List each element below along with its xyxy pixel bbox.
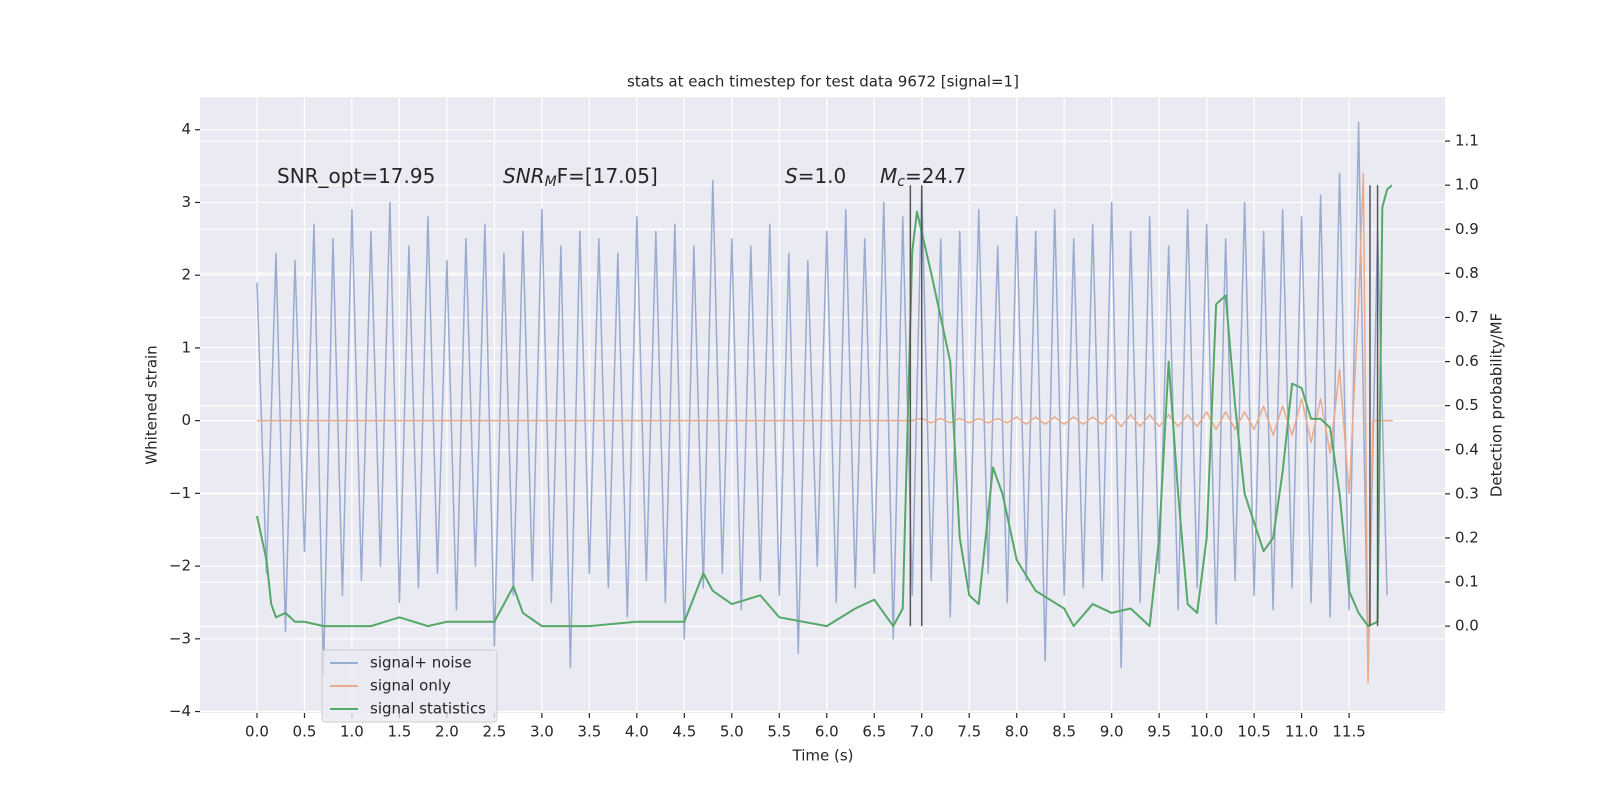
x-tick-label: 10.0 bbox=[1190, 723, 1223, 741]
annotation-part: F=[17.05] bbox=[557, 164, 658, 188]
series-line bbox=[256, 172, 1393, 684]
y-axis-label: Whitened strain bbox=[143, 345, 161, 464]
y2-axis-label: Detection probability/MF bbox=[1488, 313, 1506, 497]
y-tick-label: −2 bbox=[169, 557, 191, 575]
annotation-part: M bbox=[880, 164, 897, 188]
annotation-part: SNR_opt=17.95 bbox=[277, 164, 435, 188]
y2-tick-label: 0.3 bbox=[1455, 484, 1479, 502]
x-tick-label: 5.0 bbox=[720, 723, 744, 741]
y-tick-label: 2 bbox=[181, 266, 191, 284]
y2-tick-label: 0.4 bbox=[1455, 440, 1479, 458]
x-tick-label: 1.0 bbox=[340, 723, 364, 741]
annotation: Mc=24.7 bbox=[880, 164, 966, 191]
annotation: SNR_opt=17.95 bbox=[277, 164, 435, 188]
annotation-part: c bbox=[897, 174, 905, 190]
annotation: S=1.0 bbox=[785, 164, 846, 188]
legend-label: signal only bbox=[370, 677, 451, 695]
annotation-part: M bbox=[545, 174, 557, 190]
y-tick-label: 1 bbox=[181, 338, 191, 356]
x-tick-label: 2.5 bbox=[482, 723, 506, 741]
x-tick-label: 6.5 bbox=[862, 723, 886, 741]
y-tick-label: 3 bbox=[181, 193, 191, 211]
x-tick-label: 1.5 bbox=[387, 723, 411, 741]
y-tick-label: −3 bbox=[169, 629, 191, 647]
x-tick-label: 8.0 bbox=[1005, 723, 1029, 741]
x-tick-label: 0.5 bbox=[293, 723, 317, 741]
x-tick-label: 10.5 bbox=[1237, 723, 1270, 741]
x-tick-label: 7.5 bbox=[957, 723, 981, 741]
annotation-part: =24.7 bbox=[905, 164, 966, 188]
y2-tick-label: 0.8 bbox=[1455, 264, 1479, 282]
y2-tick-label: 0.5 bbox=[1455, 396, 1479, 414]
x-tick-label: 4.0 bbox=[625, 723, 649, 741]
legend-label: signal+ noise bbox=[370, 654, 472, 672]
annotation-part: SNR bbox=[503, 164, 545, 188]
x-tick-label: 6.0 bbox=[815, 723, 839, 741]
annotation: SNRMF=[17.05] bbox=[503, 164, 658, 191]
x-tick-label: 11.0 bbox=[1285, 723, 1318, 741]
y2-tick-label: 0.1 bbox=[1455, 573, 1479, 591]
x-tick-label: 9.5 bbox=[1147, 723, 1171, 741]
legend: signal+ noise signal only signal statistic… bbox=[321, 649, 498, 723]
grid bbox=[200, 97, 1445, 713]
marks bbox=[256, 121, 1393, 684]
y2-tick-label: 1.1 bbox=[1455, 132, 1479, 150]
x-tick-label: 3.0 bbox=[530, 723, 554, 741]
x-tick-label: 9.0 bbox=[1100, 723, 1124, 741]
x-tick-label: 0.0 bbox=[245, 723, 269, 741]
series-line bbox=[256, 184, 1393, 628]
y2-tick-label: 0.6 bbox=[1455, 352, 1479, 370]
x-tick-label: 3.5 bbox=[577, 723, 601, 741]
y2-tick-label: 0.0 bbox=[1455, 617, 1479, 635]
x-axis-label: Time (s) bbox=[792, 747, 854, 765]
legend-label: signal statistics bbox=[370, 700, 486, 718]
x-tick-label: 11.5 bbox=[1332, 723, 1365, 741]
annotation-part: S bbox=[785, 164, 798, 188]
chart-title: stats at each timestep for test data 967… bbox=[627, 73, 1019, 91]
y2-tick-label: 0.2 bbox=[1455, 528, 1479, 546]
x-tick-label: 2.0 bbox=[435, 723, 459, 741]
annotation-part: =1.0 bbox=[798, 164, 847, 188]
y-tick-label: −4 bbox=[169, 702, 191, 720]
legend-box bbox=[321, 649, 498, 723]
x-tick-label: 7.0 bbox=[910, 723, 934, 741]
x-tick-label: 4.5 bbox=[672, 723, 696, 741]
y2-tick-label: 0.9 bbox=[1455, 220, 1479, 238]
y-tick-label: 4 bbox=[181, 120, 191, 138]
y-tick-label: 0 bbox=[181, 411, 191, 429]
x-tick-label: 8.5 bbox=[1052, 723, 1076, 741]
y2-tick-label: 0.7 bbox=[1455, 308, 1479, 326]
series-line bbox=[256, 121, 1388, 676]
y-tick-label: −1 bbox=[169, 484, 191, 502]
x-tick-label: 5.5 bbox=[767, 723, 791, 741]
y2-tick-label: 1.0 bbox=[1455, 176, 1479, 194]
